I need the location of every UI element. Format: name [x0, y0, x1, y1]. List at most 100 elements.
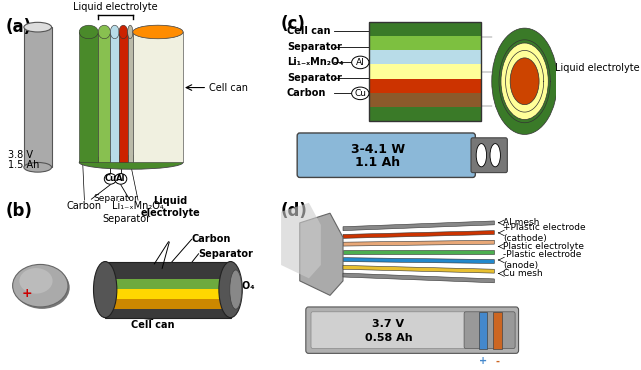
Polygon shape	[494, 312, 502, 349]
Ellipse shape	[94, 262, 117, 317]
Polygon shape	[343, 258, 494, 263]
Ellipse shape	[352, 87, 369, 100]
Text: +: +	[490, 150, 500, 160]
Text: Al: Al	[116, 174, 126, 184]
Ellipse shape	[510, 58, 539, 105]
Text: Li₁₋ₓMn₂O₄: Li₁₋ₓMn₂O₄	[287, 57, 344, 67]
Text: Cu mesh: Cu mesh	[503, 269, 543, 278]
Text: Separator: Separator	[287, 42, 342, 52]
Ellipse shape	[14, 266, 70, 309]
Ellipse shape	[219, 262, 242, 317]
Text: Liquid
electrolyte: Liquid electrolyte	[140, 196, 200, 218]
Text: Al: Al	[356, 58, 365, 67]
Polygon shape	[112, 270, 222, 280]
Polygon shape	[79, 32, 98, 162]
Text: -: -	[479, 150, 483, 160]
Polygon shape	[343, 265, 494, 273]
Polygon shape	[343, 240, 494, 246]
Polygon shape	[479, 312, 487, 349]
Text: Separator: Separator	[103, 214, 151, 224]
FancyBboxPatch shape	[464, 312, 515, 349]
Ellipse shape	[13, 265, 68, 307]
Text: 0.58 Ah: 0.58 Ah	[365, 333, 412, 343]
Polygon shape	[369, 50, 481, 64]
Ellipse shape	[79, 156, 183, 169]
Polygon shape	[343, 221, 494, 231]
Text: +: +	[22, 287, 33, 300]
Ellipse shape	[79, 25, 98, 39]
Text: (c): (c)	[281, 15, 306, 33]
Text: Plastic electrolyte: Plastic electrolyte	[503, 242, 584, 251]
Polygon shape	[105, 262, 231, 317]
Polygon shape	[119, 32, 128, 162]
Polygon shape	[343, 250, 494, 254]
Polygon shape	[98, 32, 110, 162]
Polygon shape	[343, 231, 494, 238]
Text: 1.5 Ah: 1.5 Ah	[8, 160, 40, 170]
Polygon shape	[369, 22, 481, 36]
Ellipse shape	[501, 43, 548, 120]
Ellipse shape	[19, 268, 53, 294]
Polygon shape	[112, 289, 222, 299]
Text: Liquid electrolyte: Liquid electrolyte	[73, 2, 158, 12]
FancyBboxPatch shape	[297, 133, 476, 178]
Ellipse shape	[133, 25, 183, 39]
Text: 3.8 V: 3.8 V	[8, 150, 33, 160]
Polygon shape	[110, 32, 119, 162]
Text: Separator: Separator	[93, 194, 138, 204]
Ellipse shape	[119, 25, 128, 39]
Text: 3-4.1 W: 3-4.1 W	[351, 143, 404, 156]
Ellipse shape	[110, 25, 119, 39]
Text: (d): (d)	[281, 202, 308, 220]
Polygon shape	[128, 32, 133, 162]
Ellipse shape	[229, 270, 242, 309]
Text: 3.7 V: 3.7 V	[372, 319, 404, 329]
Polygon shape	[300, 213, 343, 295]
Ellipse shape	[24, 22, 51, 32]
Text: Cell can: Cell can	[131, 320, 174, 330]
Ellipse shape	[490, 144, 501, 167]
Text: Cell can: Cell can	[209, 83, 248, 92]
Text: (a): (a)	[6, 18, 32, 36]
Polygon shape	[369, 64, 481, 79]
Text: Cu: Cu	[354, 89, 366, 98]
Text: 1.1 Ah: 1.1 Ah	[355, 157, 400, 169]
Text: Carbon: Carbon	[287, 88, 326, 98]
Text: -: -	[496, 356, 500, 366]
Text: Liquid electrolyte: Liquid electrolyte	[555, 63, 640, 73]
Polygon shape	[112, 299, 222, 309]
Ellipse shape	[352, 56, 369, 69]
Ellipse shape	[128, 25, 133, 39]
Polygon shape	[112, 279, 222, 290]
Polygon shape	[369, 107, 481, 121]
Ellipse shape	[115, 174, 127, 184]
Polygon shape	[133, 32, 183, 162]
Polygon shape	[369, 93, 481, 107]
Text: Li₁₋ₓMn₂O₄: Li₁₋ₓMn₂O₄	[199, 281, 255, 291]
Polygon shape	[369, 36, 481, 50]
Text: +: +	[479, 356, 487, 366]
FancyBboxPatch shape	[306, 307, 519, 353]
Text: Cu: Cu	[104, 174, 117, 184]
Polygon shape	[24, 27, 51, 167]
Polygon shape	[369, 79, 481, 93]
Text: Carbon: Carbon	[192, 234, 231, 244]
Text: Separator: Separator	[287, 73, 342, 83]
Ellipse shape	[133, 25, 183, 39]
Text: -Plastic electrode
(anode): -Plastic electrode (anode)	[503, 250, 581, 270]
Polygon shape	[343, 273, 494, 283]
Ellipse shape	[24, 162, 51, 172]
Ellipse shape	[476, 144, 487, 167]
Ellipse shape	[492, 28, 558, 134]
Ellipse shape	[104, 174, 117, 184]
Text: Li₁₋ₓMn₂O₄: Li₁₋ₓMn₂O₄	[112, 201, 164, 211]
Text: Carbon: Carbon	[67, 201, 102, 211]
Text: Separator: Separator	[199, 249, 253, 259]
FancyBboxPatch shape	[311, 312, 466, 349]
Text: +Plastic electrode
(cathode): +Plastic electrode (cathode)	[503, 223, 586, 243]
Text: (b): (b)	[6, 202, 33, 220]
Ellipse shape	[98, 25, 110, 39]
FancyBboxPatch shape	[471, 138, 507, 173]
Polygon shape	[281, 203, 321, 278]
Text: Al mesh: Al mesh	[503, 218, 539, 227]
